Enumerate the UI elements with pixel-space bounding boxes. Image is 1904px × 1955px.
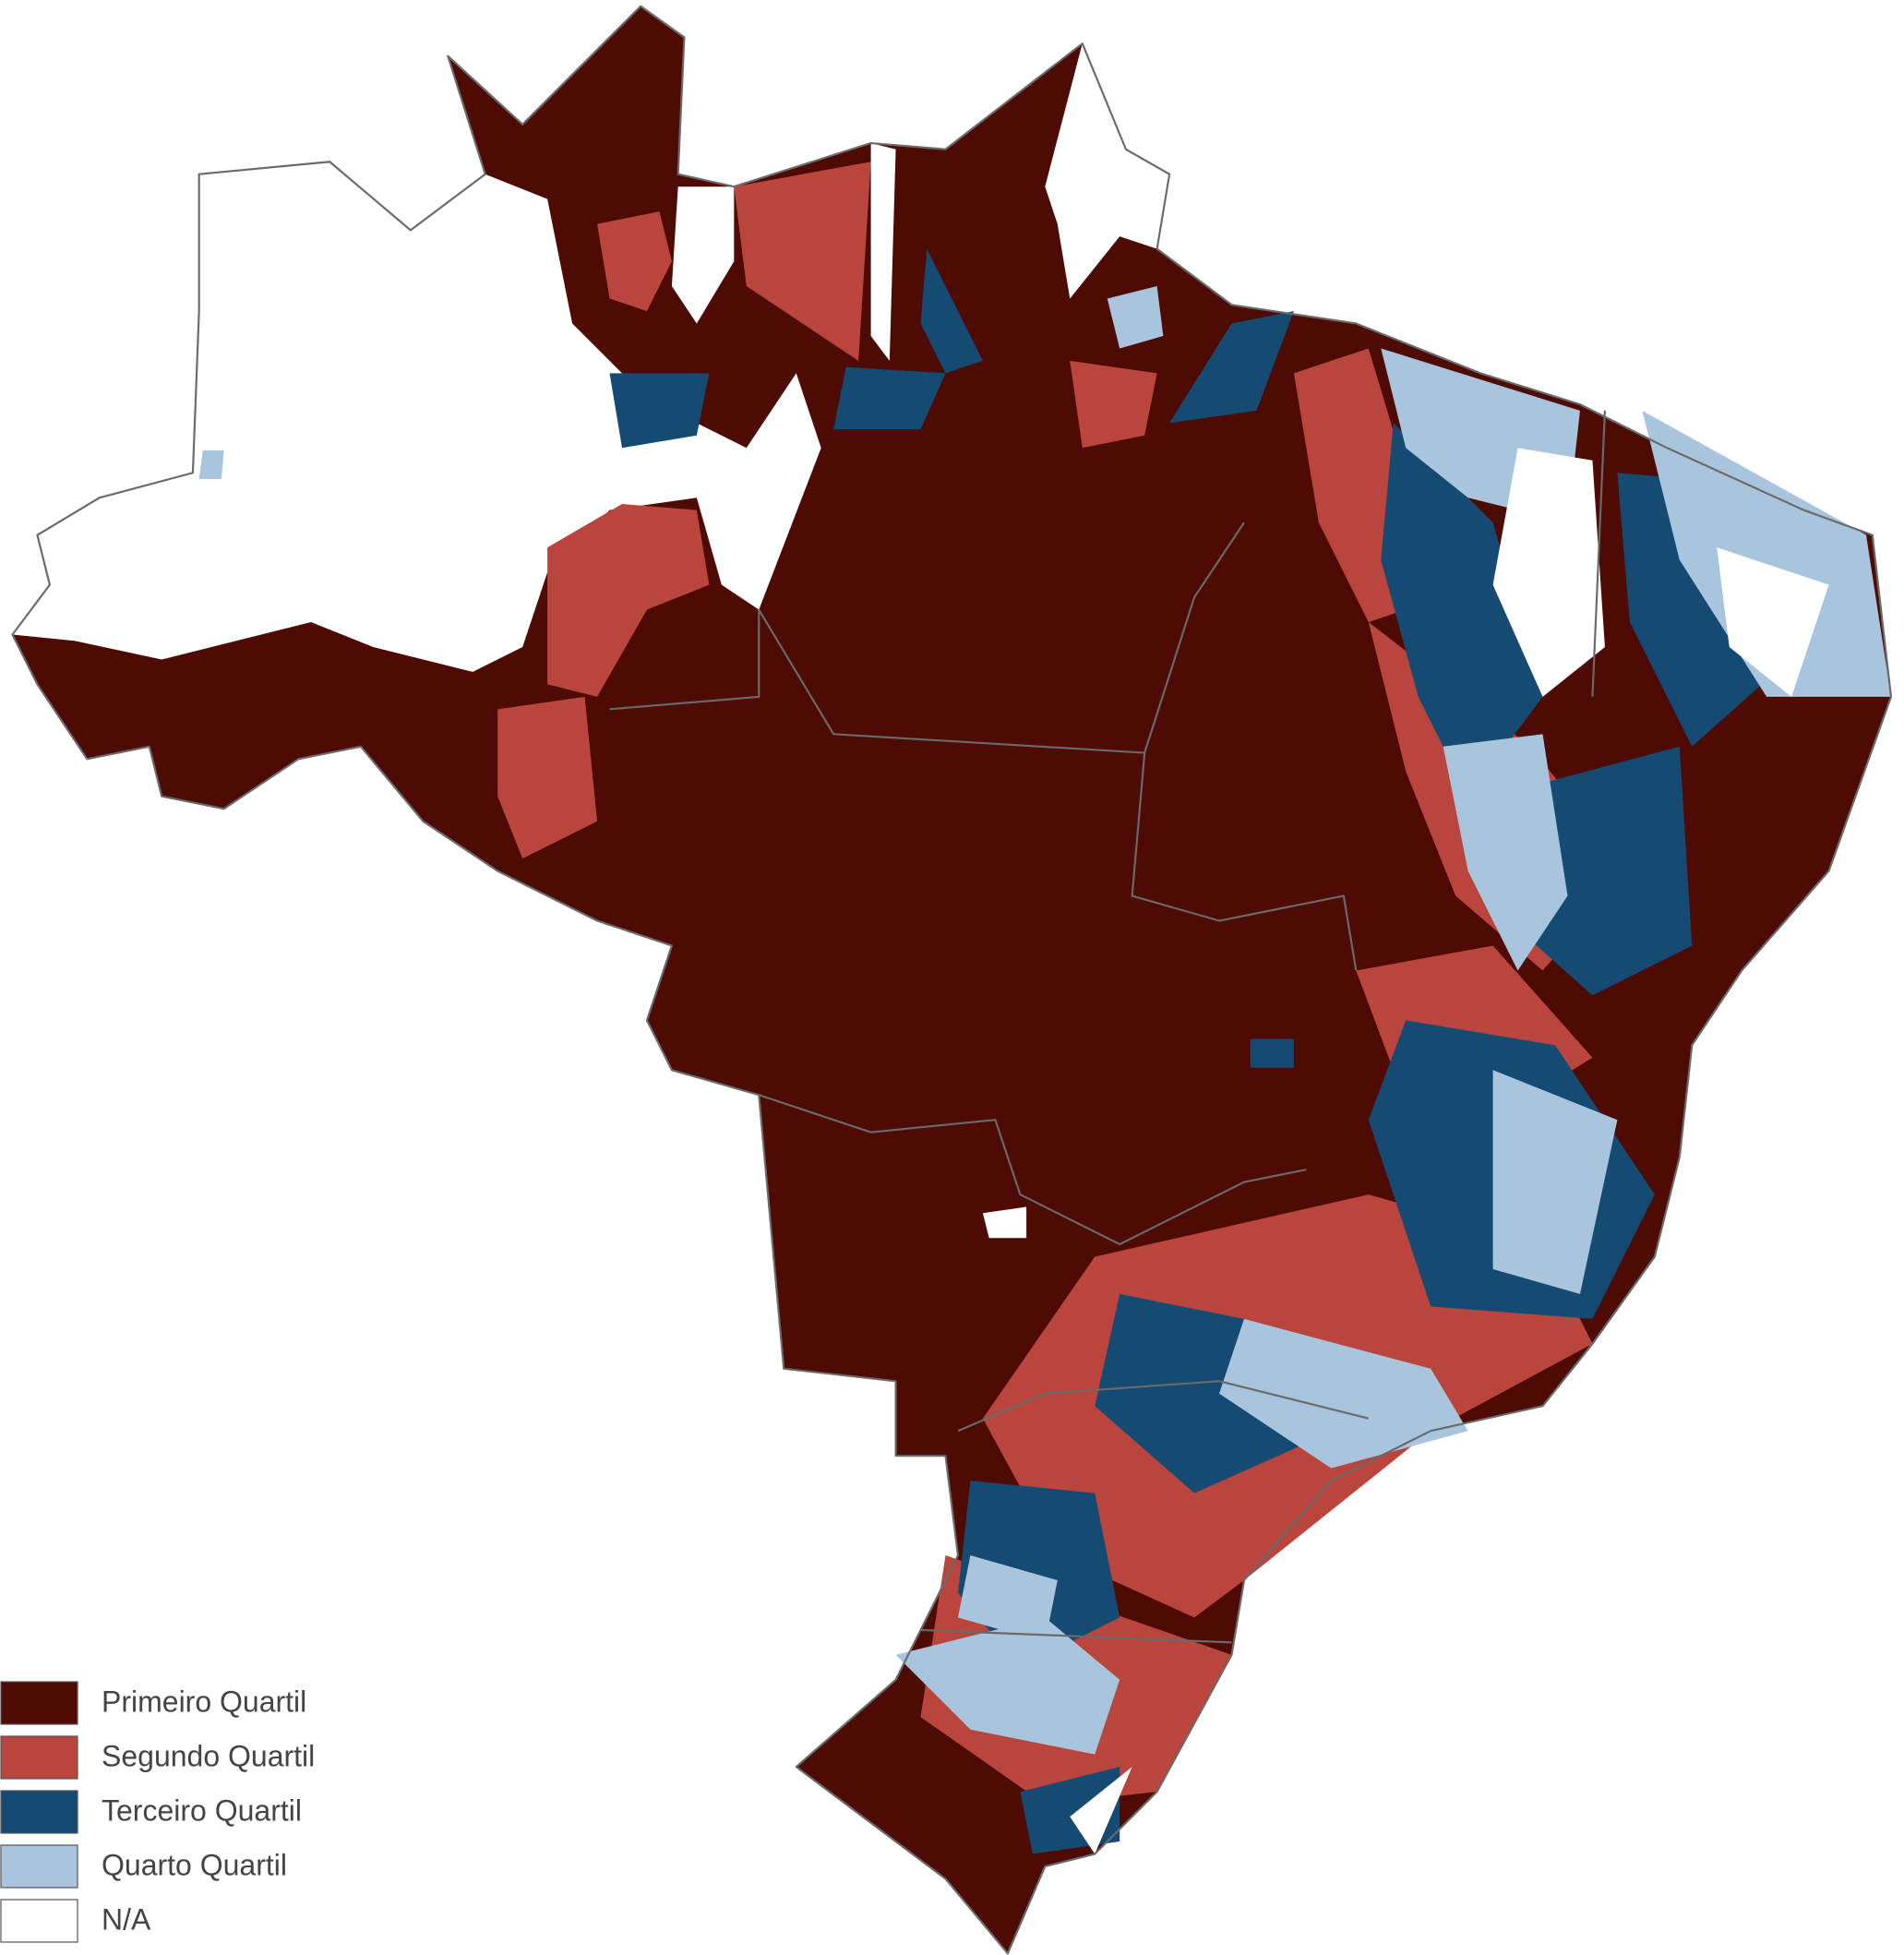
- country-outline: [11, 5, 1893, 1955]
- legend-label: N/A: [102, 1902, 151, 1936]
- state-border: [758, 1094, 1307, 1246]
- na-area: [870, 143, 896, 361]
- state-border: [957, 1380, 1370, 1433]
- area-q3: [1250, 1038, 1294, 1068]
- legend-label: Primeiro Quartil: [102, 1685, 306, 1718]
- area-q4: [957, 1555, 1058, 1643]
- state-border: [920, 1628, 1232, 1644]
- area-q2: [1070, 360, 1157, 449]
- legend-swatch: [0, 1844, 78, 1889]
- legend-label: Terceiro Quartil: [102, 1793, 302, 1827]
- area-q2: [597, 211, 672, 311]
- area-q4: [1443, 734, 1568, 971]
- legend-swatch: [0, 1681, 78, 1725]
- area-q4: [198, 450, 224, 479]
- brazil-map: [11, 5, 1893, 1955]
- area-q3: [1381, 423, 1543, 797]
- state-border: [1591, 410, 1606, 697]
- area-q2: [734, 162, 871, 361]
- area-q4: [1642, 410, 1891, 697]
- area-q3: [609, 373, 710, 449]
- legend-label: Segundo Quartil: [102, 1739, 315, 1772]
- na-area: [982, 1206, 1027, 1239]
- legend-swatch: [0, 1790, 78, 1834]
- area-q3: [920, 248, 983, 374]
- na-area: [12, 162, 821, 672]
- state-border: [609, 609, 760, 711]
- na-area: [1717, 547, 1829, 697]
- state-border: [1131, 752, 1358, 971]
- na-area: [671, 186, 735, 324]
- legend-label: Quarto Quartil: [102, 1848, 287, 1881]
- area-q3: [1169, 311, 1294, 424]
- area-q4: [1219, 1318, 1468, 1469]
- area-q4: [1107, 286, 1164, 349]
- legend-swatch: [0, 1899, 78, 1943]
- na-area: [1045, 43, 1170, 299]
- area-q2: [547, 503, 710, 697]
- legend-swatch: [0, 1735, 78, 1780]
- na-area: [1492, 448, 1605, 697]
- area-q3: [833, 366, 946, 430]
- area-q4: [1492, 1070, 1618, 1294]
- area-q2: [497, 696, 598, 859]
- legend: Primeiro Quartil Segundo Quartil Terceiro …: [0, 1681, 315, 1943]
- na-area: [1070, 1767, 1132, 1854]
- area-q4: [895, 1617, 1120, 1755]
